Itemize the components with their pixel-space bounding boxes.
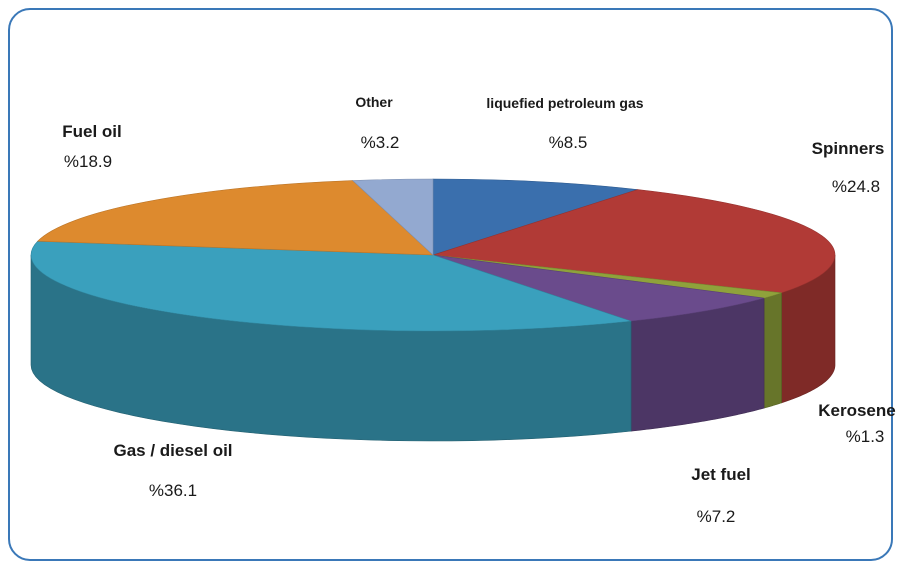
- slice-label-gas-diesel-oil: Gas / diesel oil: [113, 441, 232, 460]
- label-group-other: Other %3.2: [355, 94, 399, 152]
- slice-value-jet-fuel: %7.2: [697, 507, 736, 526]
- slice-label-kerosene: Kerosene: [818, 401, 895, 420]
- slice-value-fuel-oil: %18.9: [64, 152, 112, 171]
- slice-label-liquefied-petroleum-gas: liquefied petroleum gas: [486, 95, 643, 111]
- label-group-spinners: Spinners %24.8: [812, 139, 885, 196]
- pie-slice-jet-fuel: [432, 254, 765, 322]
- slice-value-spinners: %24.8: [832, 177, 880, 196]
- label-group-jet-fuel: Jet fuel %7.2: [691, 465, 751, 526]
- slice-value-gas-diesel-oil: %36.1: [149, 481, 197, 500]
- pie-slice-other: [351, 178, 434, 256]
- pie-side-kerosene: [763, 292, 782, 409]
- slice-label-jet-fuel: Jet fuel: [691, 465, 751, 484]
- pie-slice-fuel-oil: [36, 180, 434, 256]
- slice-label-fuel-oil: Fuel oil: [62, 122, 122, 141]
- pie-slice-spinners: [432, 189, 836, 294]
- slice-value-other: %3.2: [361, 133, 400, 152]
- label-group-liquefied-petroleum-gas: liquefied petroleum gas %8.5: [486, 95, 643, 152]
- slice-value-liquefied-petroleum-gas: %8.5: [549, 133, 588, 152]
- label-group-fuel-oil: Fuel oil %18.9: [62, 122, 122, 171]
- label-group-kerosene: Kerosene %1.3: [818, 401, 895, 446]
- slice-value-kerosene: %1.3: [846, 427, 885, 446]
- pie-slice-gas-diesel-oil: [30, 240, 632, 332]
- slice-label-spinners: Spinners: [812, 139, 885, 158]
- slice-label-other: Other: [355, 94, 393, 110]
- pie-slice-liquefied-petroleum-gas: [432, 178, 638, 256]
- label-group-gas-diesel-oil: Gas / diesel oil %36.1: [113, 441, 232, 500]
